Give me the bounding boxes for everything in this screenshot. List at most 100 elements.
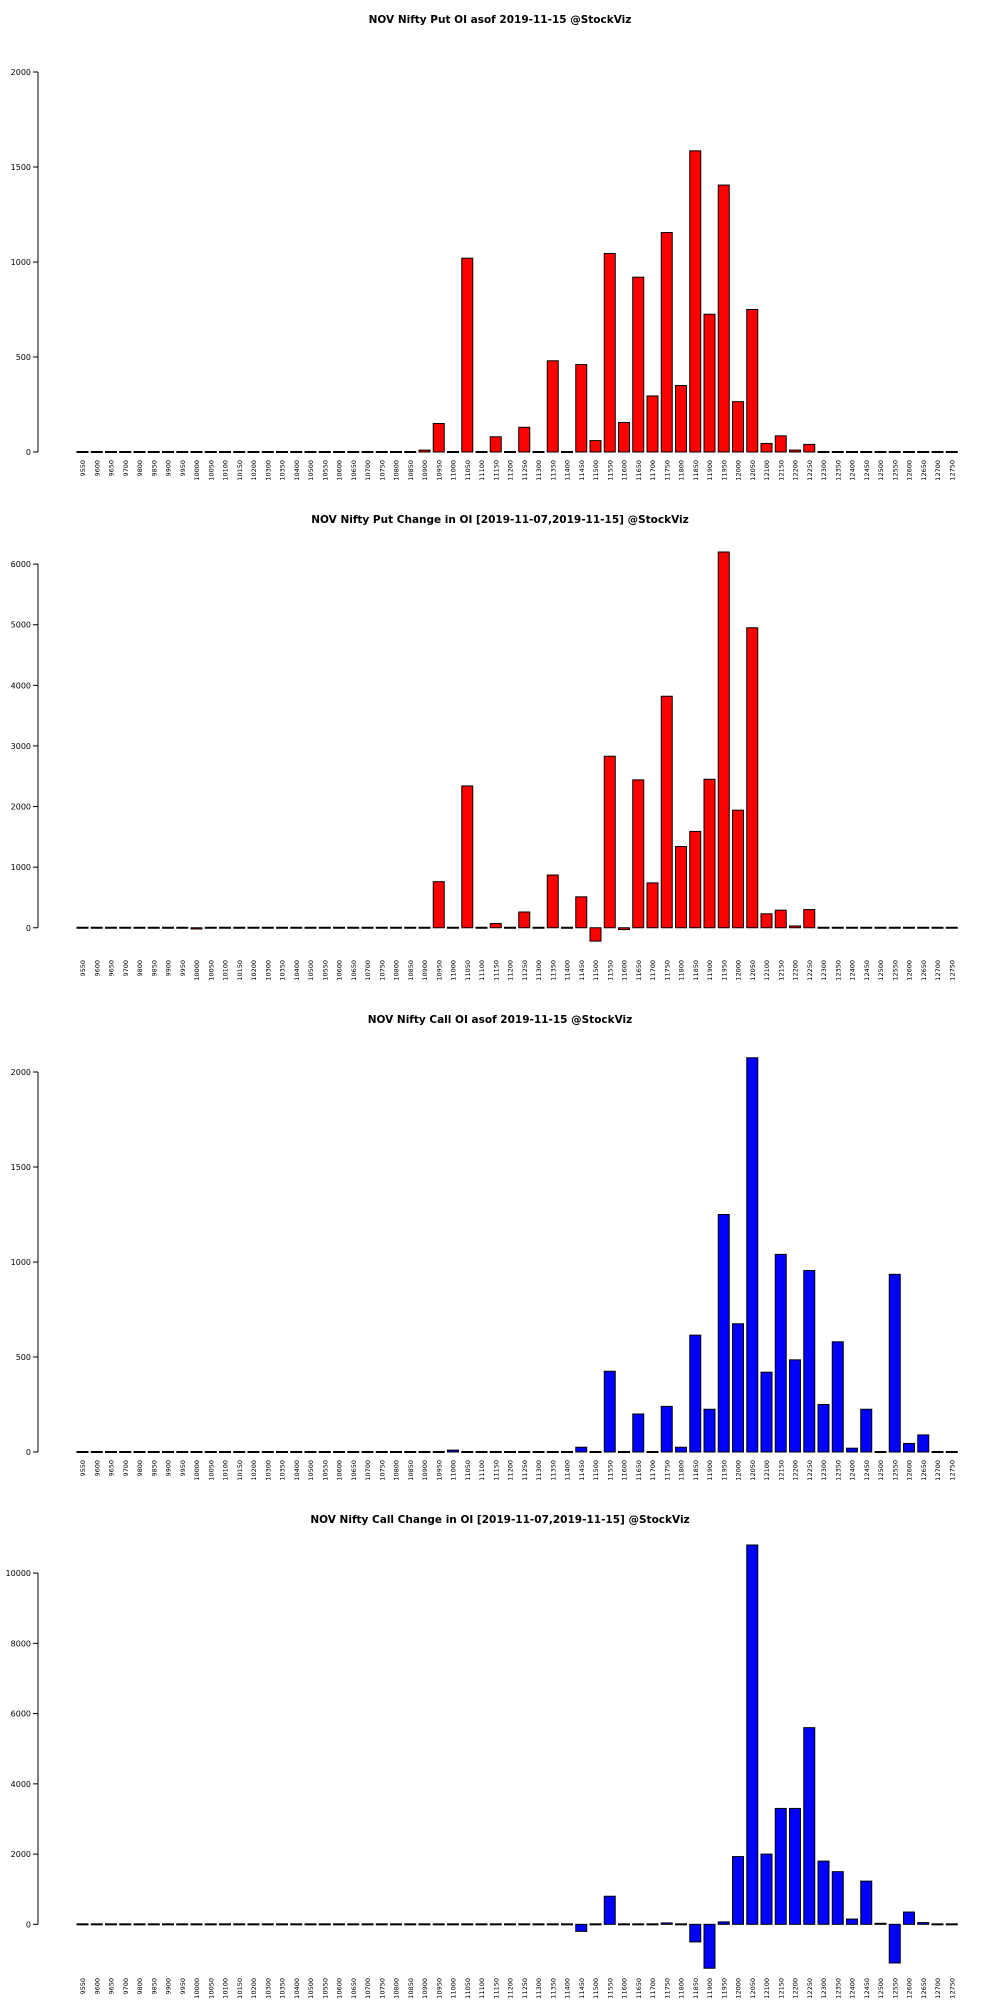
bar-12350 — [831, 926, 844, 929]
bar-11000 — [447, 1923, 459, 1926]
bar-12000 — [732, 401, 744, 453]
bar-9900 — [162, 1451, 174, 1453]
x-tick-label: 10700 — [364, 1460, 372, 1481]
x-tick-label: 11900 — [706, 1460, 714, 1481]
x-tick-label: 9800 — [136, 1978, 144, 1995]
bar-9650 — [105, 1923, 117, 1926]
x-tick-label: 11600 — [621, 960, 629, 981]
bar-9900 — [162, 451, 174, 453]
bar-11650 — [632, 1923, 645, 1926]
x-tick-label: 10800 — [393, 460, 401, 481]
bar-11850 — [689, 1923, 702, 1943]
bar-12650 — [917, 926, 930, 929]
bar-10550 — [318, 1923, 331, 1926]
bar-10600 — [333, 1923, 345, 1926]
x-tick-label: 9900 — [165, 1978, 173, 1995]
x-tick-label: 11450 — [578, 1460, 586, 1481]
x-tick-label: 11250 — [521, 1460, 529, 1481]
bar-10750 — [375, 1451, 388, 1453]
x-tick-label: 12650 — [920, 460, 928, 481]
bar-9650 — [105, 926, 117, 929]
bar-11950 — [717, 551, 730, 929]
x-tick-label: 9550 — [79, 1978, 87, 1995]
x-tick-label: 11700 — [649, 1978, 657, 1999]
x-tick-label: 11850 — [692, 1978, 700, 1999]
x-tick-label: 9600 — [93, 960, 101, 977]
chart-title: NOV Nifty Put OI asof 2019-11-15 @StockV… — [369, 14, 632, 26]
x-tick-label: 11950 — [720, 460, 728, 481]
y-tick-label: 0 — [26, 1448, 31, 1457]
x-tick-label: 10150 — [236, 960, 244, 981]
bar-12450 — [860, 1408, 873, 1453]
x-tick-label: 10000 — [193, 460, 201, 481]
bar-10150 — [233, 1451, 246, 1453]
bar-12150 — [774, 1807, 787, 1925]
chart-panel-2: NOV Nifty Put Change in OI [2019-11-07,2… — [11, 514, 958, 981]
bar-9900 — [162, 926, 174, 929]
bar-11900 — [703, 778, 716, 929]
bar-10350 — [276, 926, 288, 929]
bar-11150 — [489, 1451, 502, 1453]
x-tick-label: 12100 — [763, 460, 771, 481]
bar-11200 — [504, 1451, 516, 1453]
x-tick-label: 11800 — [678, 460, 686, 481]
bar-11000 — [447, 1449, 459, 1453]
bar-9600 — [90, 926, 103, 929]
x-tick-label: 10500 — [307, 460, 315, 481]
x-tick-label: 10500 — [307, 1460, 315, 1481]
x-tick-label: 12600 — [906, 1460, 914, 1481]
bar-11200 — [504, 926, 516, 929]
x-tick-label: 11200 — [507, 960, 515, 981]
bar-10200 — [247, 451, 260, 453]
bar-10200 — [247, 1451, 260, 1453]
x-tick-label: 11150 — [492, 460, 500, 481]
bar-12500 — [874, 1451, 887, 1453]
bar-10300 — [261, 451, 274, 453]
bar-10000 — [190, 451, 203, 453]
bar-12350 — [831, 1341, 844, 1453]
x-tick-label: 12250 — [806, 460, 814, 481]
bar-12500 — [874, 1922, 887, 1925]
x-tick-label: 12150 — [777, 1978, 785, 1999]
bar-10650 — [347, 1451, 360, 1453]
x-tick-label: 11700 — [649, 460, 657, 481]
bar-11200 — [504, 1923, 516, 1926]
bar-11250 — [518, 1923, 531, 1926]
bar-11550 — [603, 252, 616, 453]
bar-9600 — [90, 451, 103, 453]
bar-12700 — [931, 926, 944, 929]
x-tick-label: 9850 — [150, 460, 158, 477]
x-tick-label: 11050 — [464, 1460, 472, 1481]
bar-10700 — [361, 451, 374, 453]
x-tick-label: 11050 — [464, 460, 472, 481]
x-tick-label: 9650 — [108, 1460, 116, 1477]
x-tick-label: 12500 — [877, 1978, 885, 1999]
bar-12650 — [917, 1434, 930, 1453]
y-tick-label: 2000 — [11, 68, 31, 77]
bar-11150 — [489, 436, 502, 453]
bar-11300 — [532, 451, 545, 453]
bar-12400 — [846, 926, 858, 929]
x-tick-label: 12350 — [834, 1460, 842, 1481]
x-tick-label: 10750 — [378, 1978, 386, 1999]
x-tick-label: 11500 — [592, 960, 600, 981]
bar-11750 — [660, 1922, 673, 1925]
x-tick-label: 11200 — [507, 460, 515, 481]
x-tick-label: 12050 — [749, 1978, 757, 1999]
bar-9700 — [119, 1923, 132, 1926]
x-tick-label: 11350 — [549, 960, 557, 981]
x-tick-label: 9700 — [122, 1978, 130, 1995]
x-tick-label: 11750 — [663, 1978, 671, 1999]
x-tick-label: 10100 — [222, 460, 230, 481]
x-tick-label: 11650 — [635, 1460, 643, 1481]
x-tick-label: 10850 — [407, 1460, 415, 1481]
x-tick-label: 9850 — [150, 1978, 158, 1995]
bar-12000 — [732, 1323, 744, 1453]
x-tick-label: 10200 — [250, 1978, 258, 1999]
bar-12400 — [846, 1918, 858, 1925]
x-tick-label: 9600 — [93, 1460, 101, 1477]
x-tick-label: 12550 — [891, 1978, 899, 1999]
x-tick-label: 12500 — [877, 960, 885, 981]
bar-11000 — [447, 926, 459, 929]
